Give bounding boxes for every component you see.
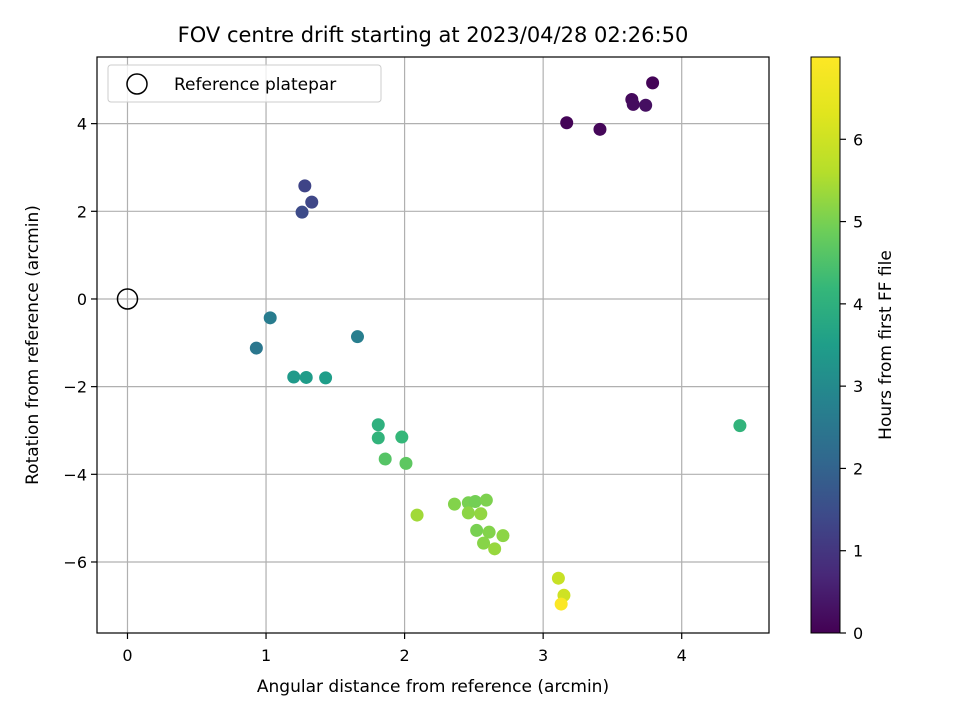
colorbar-tick-label: 6 [853, 130, 863, 149]
data-point [378, 452, 392, 466]
reference-marker [116, 288, 139, 310]
legend: Reference platepar [107, 64, 382, 103]
data-point [551, 571, 565, 585]
data-point [410, 508, 424, 522]
data-point [733, 419, 747, 433]
y-tick-label: 2 [77, 202, 87, 221]
legend-marker [126, 73, 148, 95]
x-tick-label: 3 [538, 646, 548, 665]
data-point [474, 507, 488, 521]
y-axis-ticks: −6 −4 −2 0 2 4 [63, 115, 97, 572]
grid [97, 57, 769, 633]
chart-title: FOV centre drift starting at 2023/04/28 … [178, 23, 689, 47]
data-point [477, 536, 491, 550]
data-point [249, 341, 263, 355]
data-point [468, 494, 482, 508]
y-tick-label: −6 [63, 553, 87, 572]
colorbar-label: Hours from first FF file [876, 250, 896, 440]
data-point [479, 493, 493, 507]
colorbar-gradient [810, 56, 841, 634]
colorbar-tick-label: 4 [853, 295, 863, 314]
data-point [295, 205, 309, 219]
y-tick-label: −2 [63, 378, 87, 397]
legend-box [107, 64, 382, 103]
data-point [447, 497, 461, 511]
legend-entry-reference: Reference platepar [174, 75, 336, 95]
data-point [593, 122, 607, 136]
data-point [395, 430, 409, 444]
colorbar-tick-label: 0 [853, 624, 863, 643]
data-point [482, 525, 496, 539]
x-tick-label: 0 [122, 646, 132, 665]
x-tick-label: 2 [400, 646, 410, 665]
data-point [496, 529, 510, 543]
colorbar-ticks: 0 1 2 3 4 5 6 [840, 130, 863, 643]
x-axis-label: Angular distance from reference (arcmin) [257, 677, 609, 697]
data-point [263, 311, 277, 325]
x-axis-ticks: 0 1 2 3 4 [122, 633, 687, 665]
reference-platepar-marker [116, 288, 139, 310]
data-point [399, 456, 413, 470]
data-point [488, 542, 502, 556]
y-tick-label: 0 [77, 290, 87, 309]
colorbar-tick-label: 2 [853, 459, 863, 478]
data-point [639, 98, 653, 112]
data-points [249, 76, 747, 611]
data-point [371, 431, 385, 445]
data-point [305, 195, 319, 209]
data-point [299, 370, 313, 384]
data-point [560, 116, 574, 130]
x-tick-label: 1 [261, 646, 271, 665]
y-axis-label: Rotation from reference (arcmin) [23, 205, 43, 485]
data-point [646, 76, 660, 90]
y-tick-label: −4 [63, 465, 87, 484]
data-point [319, 371, 333, 385]
data-point [554, 597, 568, 611]
data-point [371, 418, 385, 432]
colorbar-tick-label: 3 [853, 377, 863, 396]
x-tick-label: 4 [677, 646, 687, 665]
data-point [626, 97, 640, 111]
data-point [298, 179, 312, 193]
colorbar-tick-label: 5 [853, 213, 863, 232]
y-tick-label: 4 [77, 115, 87, 134]
data-point [470, 523, 484, 537]
colorbar: 0 1 2 3 4 5 6 Hours from first FF file [810, 56, 896, 643]
plot-frame [96, 56, 770, 634]
colorbar-tick-label: 1 [853, 542, 863, 561]
data-point [461, 506, 475, 520]
data-point [350, 330, 364, 344]
data-point [287, 370, 301, 384]
